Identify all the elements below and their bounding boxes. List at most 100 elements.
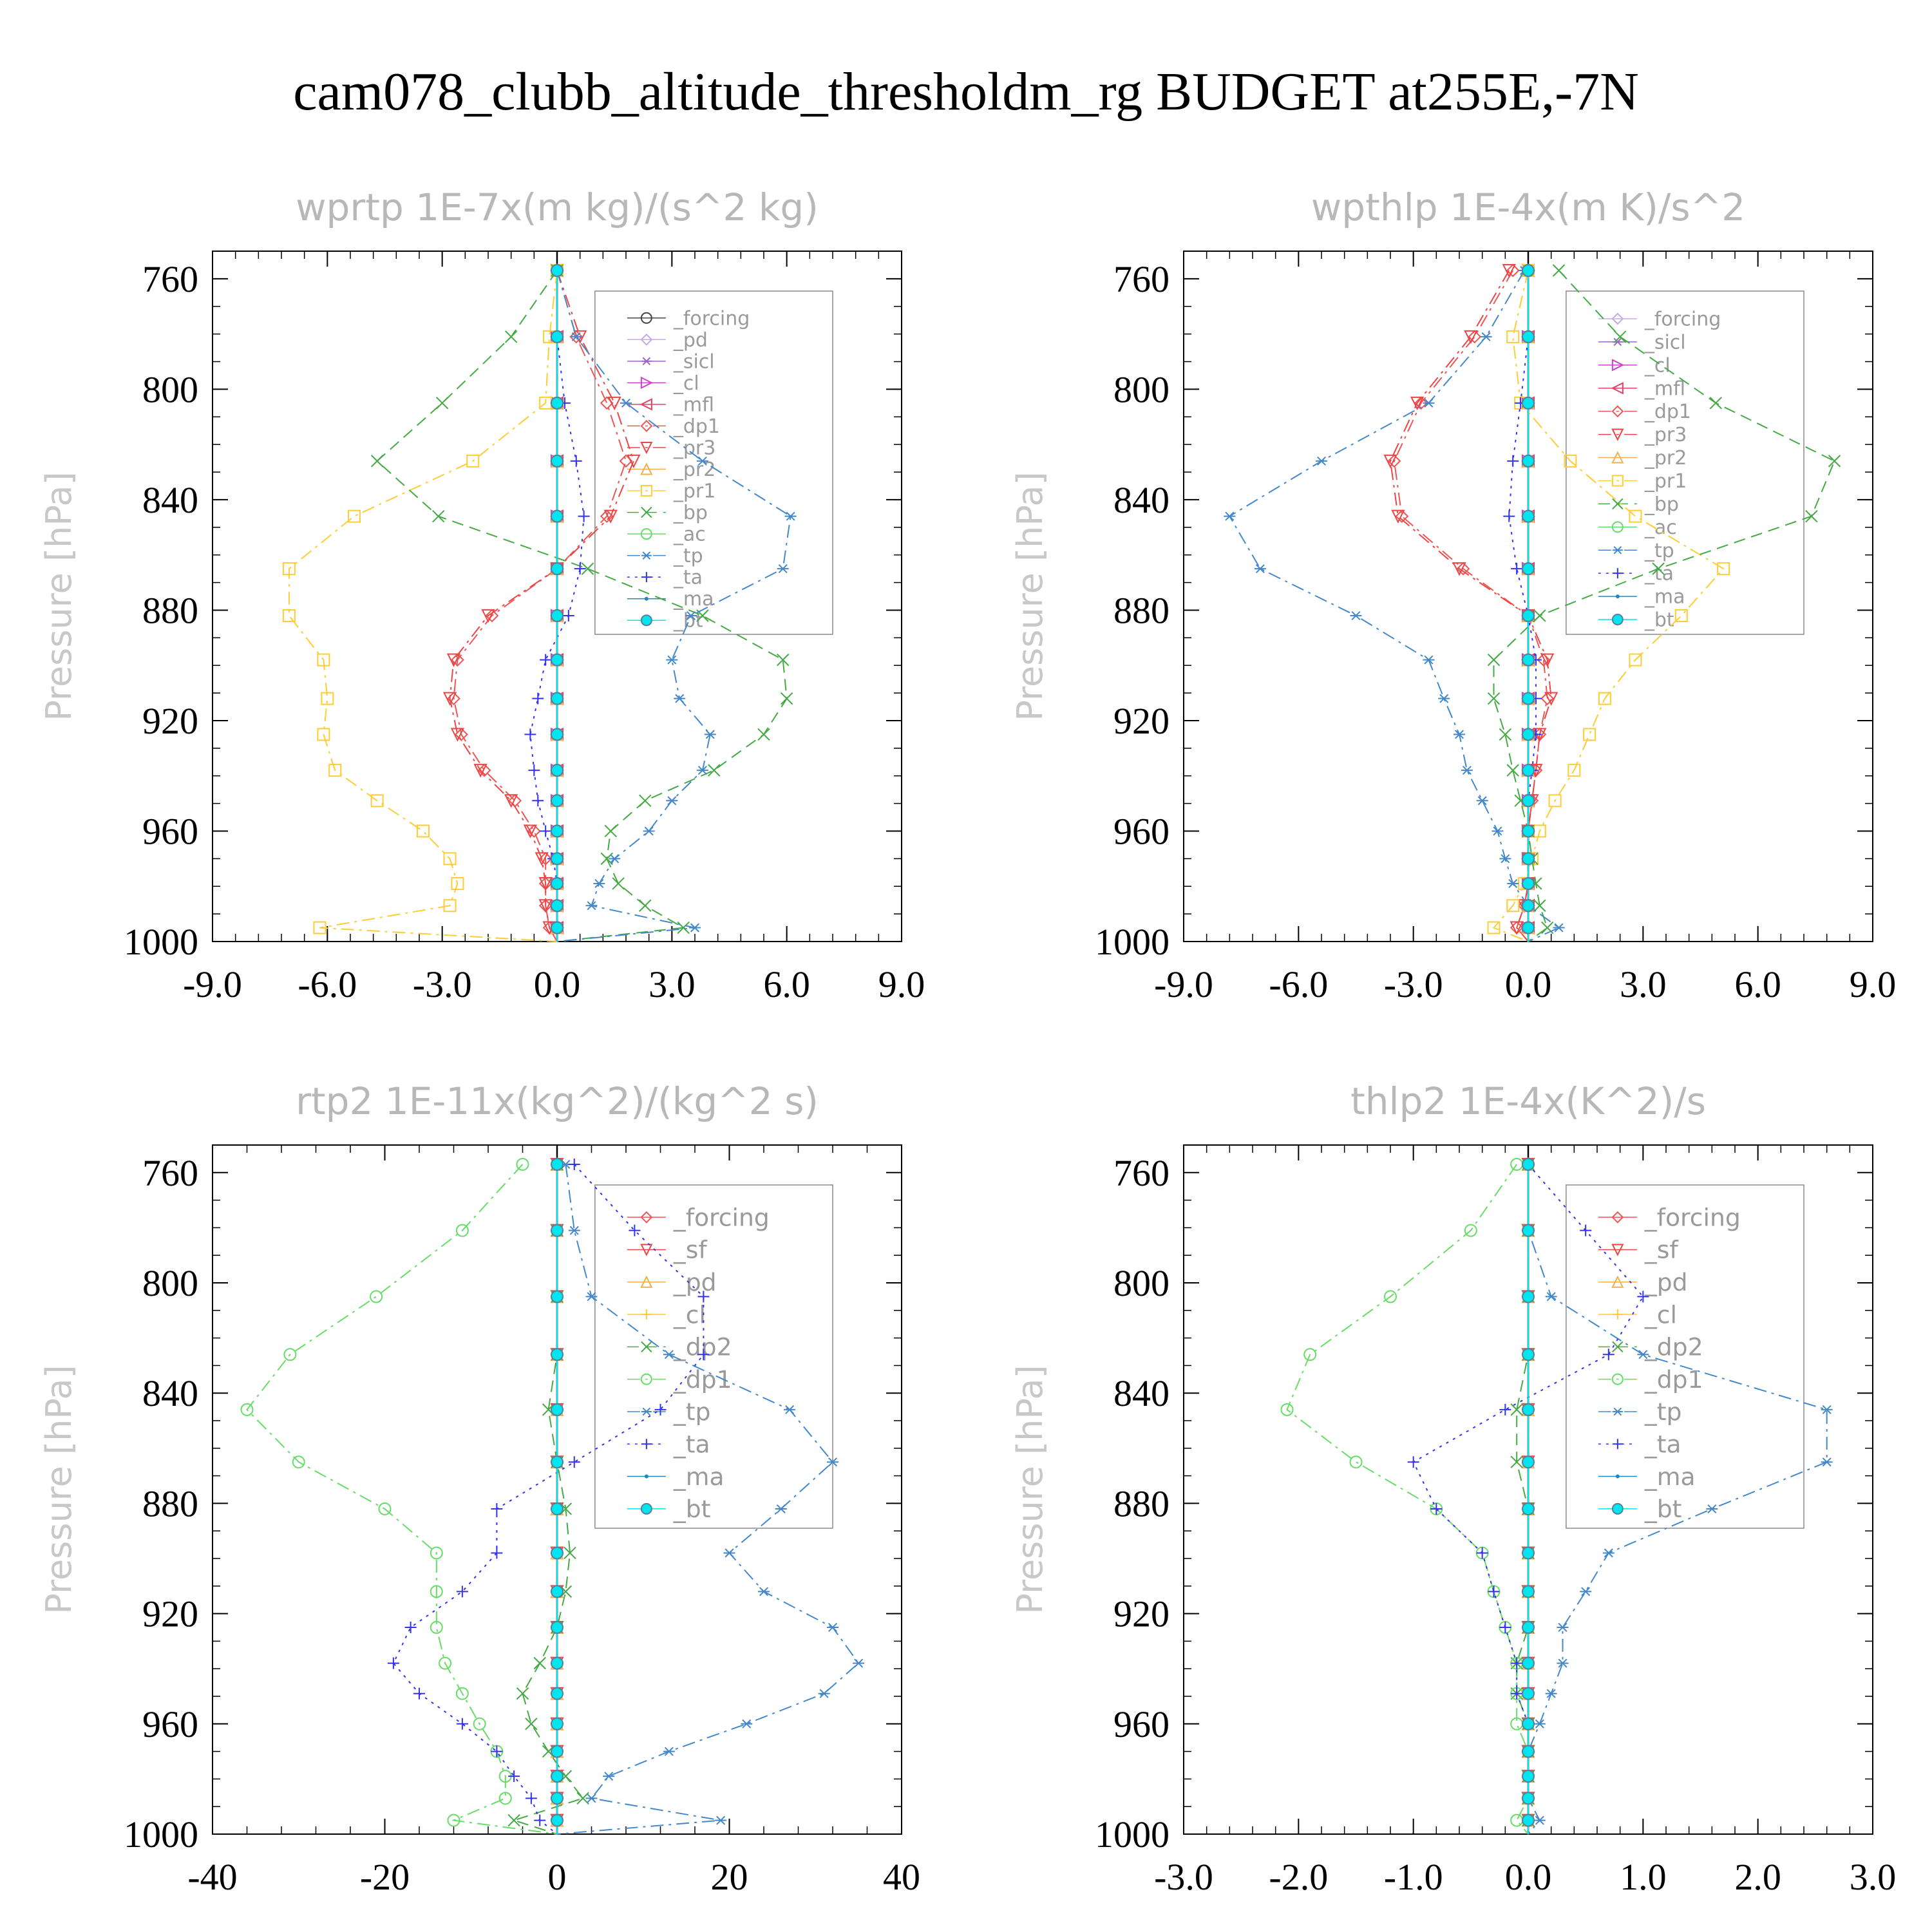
y-tick-label: 760 <box>142 258 198 300</box>
data-point <box>723 1548 735 1558</box>
data-point <box>784 511 797 521</box>
legend-item: _pr2 <box>1598 447 1687 469</box>
data-point <box>1423 655 1435 665</box>
data-point <box>1522 1717 1535 1730</box>
legend-item: _dp2 <box>1598 1333 1703 1361</box>
panel-title: wpthlp 1E-4x(m K)/s^2 <box>1311 185 1745 229</box>
data-point <box>551 899 564 913</box>
legend-label: _bp <box>673 502 708 524</box>
legend-item: _dp1 <box>627 1365 732 1394</box>
data-point <box>430 1621 443 1634</box>
data-point <box>1476 796 1488 806</box>
data-point <box>1602 1349 1615 1361</box>
legend-item: _pr1 <box>1598 470 1687 493</box>
data-point <box>282 562 296 576</box>
data-point <box>1507 878 1519 888</box>
data-point <box>321 692 334 705</box>
data-point <box>570 332 582 341</box>
series-line <box>1286 1164 1529 1835</box>
data-point <box>527 824 541 838</box>
legend-item: _ma <box>627 1463 724 1491</box>
y-tick-label: 920 <box>1113 1593 1170 1635</box>
legend-label: _ma <box>673 588 714 611</box>
data-point <box>1391 509 1405 524</box>
data-point <box>551 330 564 343</box>
data-point <box>443 852 457 866</box>
data-point <box>568 1456 580 1468</box>
data-point <box>1598 692 1611 705</box>
series-line <box>529 270 585 942</box>
x-tick-label: 6.0 <box>1734 963 1781 1005</box>
data-point <box>696 456 708 466</box>
y-tick-label: 960 <box>142 1703 198 1745</box>
legend-marker <box>1612 1407 1623 1416</box>
legend-label: _ac <box>1644 516 1677 539</box>
legend-marker <box>1612 545 1623 554</box>
data-point <box>639 899 652 912</box>
data-point <box>551 1157 564 1171</box>
legend-item: _cl <box>627 372 699 395</box>
data-point <box>551 264 564 278</box>
data-point <box>450 728 465 742</box>
data-point <box>456 1718 468 1730</box>
legend-label: _sicl <box>1644 331 1686 354</box>
data-point <box>1580 1224 1592 1236</box>
legend-marker <box>1612 1439 1623 1450</box>
data-point <box>370 455 384 468</box>
legend-item: _bt <box>627 1495 710 1523</box>
data-point <box>404 1622 417 1633</box>
data-point <box>1454 730 1465 739</box>
x-tick-label: 3.0 <box>1850 1856 1897 1898</box>
legend-label: _forcing <box>1644 308 1721 330</box>
legend-marker <box>640 420 653 432</box>
series-tp <box>1224 266 1565 942</box>
data-point <box>1637 1291 1649 1303</box>
data-point <box>1522 1792 1535 1805</box>
x-tick-label: 0 <box>548 1856 567 1898</box>
legend-item: _dp2 <box>627 1333 732 1361</box>
series-line <box>511 1164 584 1835</box>
y-tick-label: 1000 <box>1095 1814 1170 1855</box>
data-point <box>378 1502 392 1515</box>
legend-item: _ac <box>1598 516 1677 539</box>
y-tick-label: 960 <box>1113 1703 1170 1745</box>
data-point <box>534 1814 546 1826</box>
legend-item: _ma <box>1598 586 1685 609</box>
data-point <box>551 921 564 934</box>
data-point <box>1557 1658 1569 1668</box>
y-axis-label: Pressure [hPa] <box>1010 471 1050 721</box>
data-point <box>1557 1622 1569 1633</box>
data-point <box>1567 764 1581 777</box>
data-point <box>551 1348 564 1361</box>
series-bp <box>370 264 793 942</box>
legend-label: _mfl <box>673 393 714 416</box>
data-point <box>491 1502 503 1515</box>
data-point <box>1488 1586 1500 1598</box>
legend-label: _pd <box>673 329 708 352</box>
legend-item: _dp1 <box>1598 1365 1703 1394</box>
x-tick-label: 3.0 <box>649 963 696 1005</box>
data-point <box>1821 1405 1833 1414</box>
data-point <box>532 692 544 705</box>
legend-item: _cl <box>1598 354 1671 377</box>
data-point <box>1254 564 1266 574</box>
data-point <box>1533 609 1546 622</box>
data-point <box>551 509 564 523</box>
x-tick-label: -3.0 <box>413 963 472 1005</box>
data-point <box>387 1657 399 1669</box>
data-point <box>551 1687 564 1700</box>
legend-label: _ma <box>1644 1463 1696 1491</box>
data-point <box>523 824 538 838</box>
data-point <box>551 824 564 838</box>
data-point <box>451 653 464 667</box>
data-point <box>1414 396 1428 410</box>
legend-label: _sf <box>673 1236 708 1264</box>
legend-marker <box>1615 594 1620 599</box>
legend-label: _cl <box>1644 1300 1677 1329</box>
data-point <box>1602 1548 1615 1558</box>
series-tp <box>556 1159 865 1835</box>
data-point <box>1303 1348 1317 1361</box>
data-point <box>685 611 697 621</box>
chart-panel-3: rtp2 1E-11x(kg^2)/(kg^2 s) Pressure [hPa]… <box>39 1079 920 1898</box>
